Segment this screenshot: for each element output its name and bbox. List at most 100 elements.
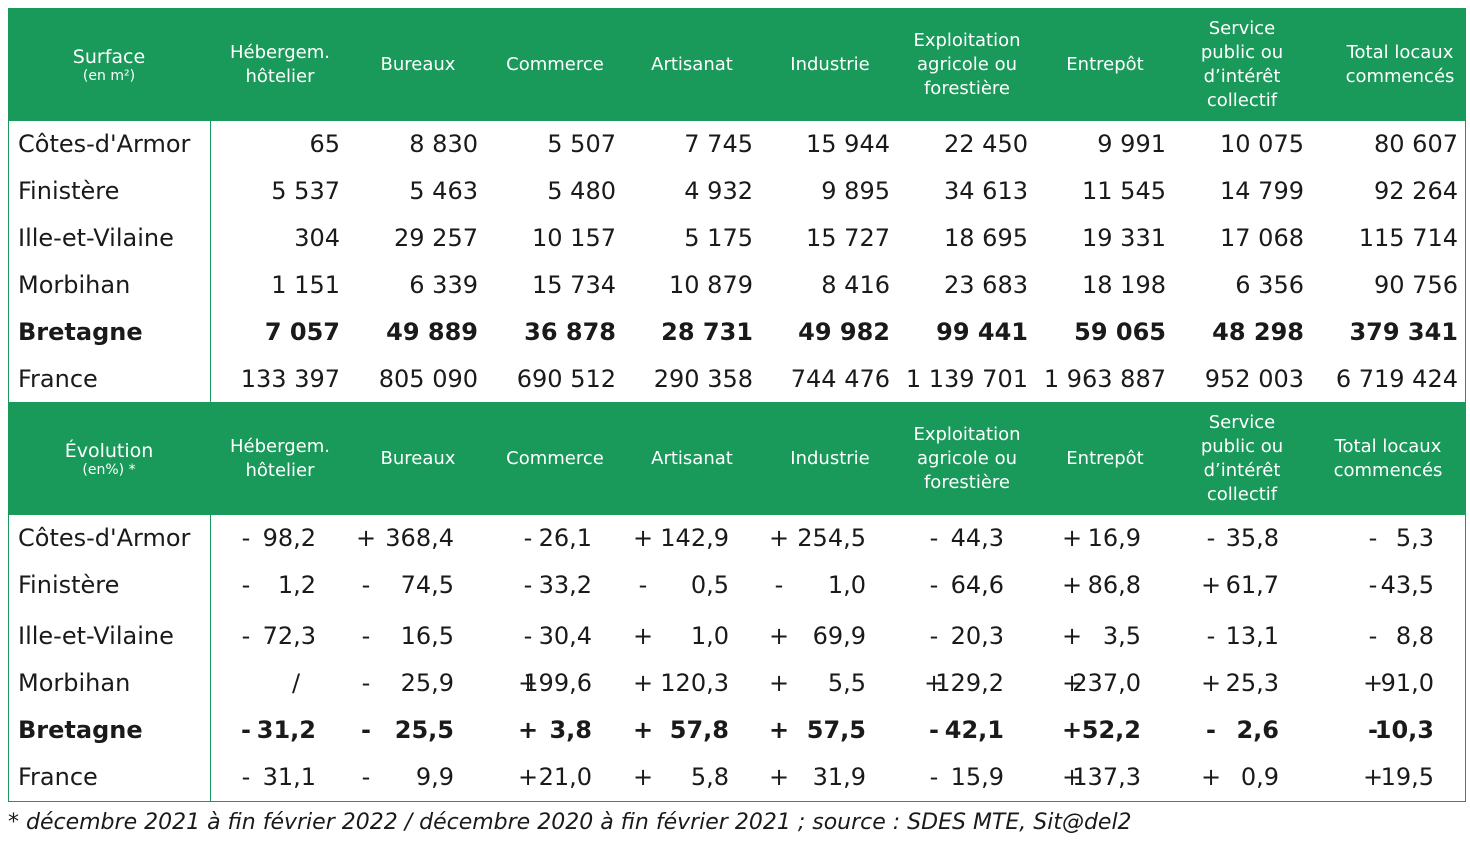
column-header-line: agricole ou — [917, 53, 1017, 75]
row-label: Morbihan — [18, 271, 131, 299]
table-cell: 0,9 — [1240, 763, 1279, 791]
sign-mark: + — [1363, 763, 1384, 791]
column-header: Exploitation agricole ou forestière — [897, 8, 1037, 121]
sign-mark: - — [929, 763, 939, 791]
table-cell: 3,8 — [549, 716, 592, 744]
table-cell: 254,5 — [797, 524, 866, 552]
sign-mark: - — [1206, 716, 1216, 744]
surface-header: Surface (en m²) Hébergem. hôtelier Bureaux Co… — [8, 8, 1466, 121]
table-cell: 44,3 — [950, 524, 1004, 552]
table-cell: 9,9 — [415, 763, 454, 791]
column-header-line: Industrie — [790, 53, 870, 75]
sign-mark: + — [633, 669, 654, 697]
sign-mark: - — [929, 716, 939, 744]
column-header-line: commencés — [1333, 459, 1443, 481]
table-cell: 5,3 — [1395, 524, 1434, 552]
table-cell: 13,1 — [1225, 622, 1279, 650]
table-cell: 15 944 — [806, 130, 890, 158]
sign-mark: + — [1062, 622, 1083, 650]
table-cell: 199,6 — [523, 669, 592, 697]
sign-mark: - — [1368, 524, 1378, 552]
surface-header-title: Surface (en m²) — [8, 8, 210, 121]
table-row: Bretagne 7 057 49 889 36 878 28 731 49 982 99 … — [8, 309, 1466, 356]
table-cell: 57,8 — [669, 716, 729, 744]
column-header: Total locaux commencés — [1330, 8, 1470, 121]
table-cell: 1 151 — [271, 271, 340, 299]
table-cell: 42,1 — [944, 716, 1004, 744]
table-cell: 137,3 — [1072, 763, 1141, 791]
column-header-line: d’intérêt — [1203, 459, 1281, 481]
table-cell: 4 932 — [684, 177, 753, 205]
column-header-line: Bureaux — [380, 447, 456, 469]
table-cell: 64,6 — [950, 571, 1004, 599]
table-row: Bretagne -31,2-25,5 +3,8 +57,8 +57,5-42,1 +52… — [8, 707, 1466, 754]
table-cell: 23 683 — [944, 271, 1028, 299]
table-cell: 8 830 — [409, 130, 478, 158]
table-cell: 8 416 — [821, 271, 890, 299]
sign-mark: + — [356, 524, 377, 552]
table-cell: 6 719 424 — [1335, 365, 1458, 393]
table-cell: 120,3 — [660, 669, 729, 697]
table-row: France -31,1-9,9 +21,0 +5,8 +31,9-15,9 +137,3… — [8, 754, 1466, 801]
column-header-line: agricole ou — [917, 447, 1017, 469]
table-cell: 91,0 — [1380, 669, 1434, 697]
sign-mark: - — [241, 571, 251, 599]
table-row: Ille-et-Vilaine 304 29 257 10 157 5 175 15 72… — [8, 215, 1466, 262]
column-header-line: forestière — [923, 77, 1010, 99]
sign-mark: - — [929, 524, 939, 552]
table-cell: 1,2 — [277, 571, 316, 599]
table-cell: 98,2 — [262, 524, 316, 552]
column-header-line: hôtelier — [245, 65, 315, 87]
table-cell: 5 507 — [547, 130, 616, 158]
column-header: Hébergem. hôtelier — [210, 8, 350, 121]
column-header-line: Hébergem. — [230, 41, 330, 63]
table-row: Morbihan 1 151 6 339 15 734 10 879 8 416 23 68… — [8, 262, 1466, 309]
column-header: Bureaux — [348, 8, 488, 121]
column-header-line: Total locaux — [1346, 41, 1454, 63]
surface-header-unit: (en m²) — [82, 67, 136, 84]
sign-mark: - — [361, 716, 371, 744]
sign-mark: - — [361, 763, 371, 791]
sign-mark: - — [523, 571, 533, 599]
table-cell: 6 356 — [1235, 271, 1304, 299]
column-header: Entrepôt — [1035, 402, 1175, 515]
column-header: Industrie — [760, 402, 900, 515]
sign-mark: + — [1062, 571, 1083, 599]
evolution-header: Évolution (en%) * Hébergem. hôtelier Bureaux… — [8, 402, 1466, 515]
row-label: Côtes-d'Armor — [18, 524, 191, 552]
table-cell: 19,5 — [1380, 763, 1434, 791]
table-cell: 379 341 — [1349, 318, 1458, 346]
table-cell: 690 512 — [516, 365, 616, 393]
table-cell: 21,0 — [538, 763, 592, 791]
table-cell: 304 — [294, 224, 340, 252]
table-cell: 86,8 — [1087, 571, 1141, 599]
row-label: France — [18, 763, 98, 791]
table-cell: 26,1 — [538, 524, 592, 552]
row-label: Finistère — [18, 571, 120, 599]
column-header: Commerce — [485, 8, 625, 121]
table-cell: 1 139 701 — [905, 365, 1028, 393]
table-cell: 48 298 — [1212, 318, 1304, 346]
table-cell: 34 613 — [944, 177, 1028, 205]
sign-mark: + — [1201, 571, 1222, 599]
sign-mark: - — [361, 571, 371, 599]
sign-mark: + — [1062, 669, 1083, 697]
table-row: Côtes-d'Armor -98,2 +368,4-26,1 +142,9 +254,… — [8, 515, 1466, 562]
column-header: Bureaux — [348, 402, 488, 515]
column-header-line: Hébergem. — [230, 435, 330, 457]
table-cell: 1,0 — [827, 571, 866, 599]
column-header: Artisanat — [622, 402, 762, 515]
column-divider — [210, 121, 211, 402]
column-header-line: Bureaux — [380, 53, 456, 75]
sign-mark: - — [361, 669, 371, 697]
table-cell: 31,1 — [262, 763, 316, 791]
table-cell: 142,9 — [660, 524, 729, 552]
column-header: Commerce — [485, 402, 625, 515]
table-cell: 18 695 — [944, 224, 1028, 252]
sign-mark: - — [1368, 716, 1378, 744]
table-cell: 0,5 — [690, 571, 729, 599]
table-cell: 5 463 — [409, 177, 478, 205]
table-cell: 65 — [309, 130, 340, 158]
table-cell: 74,5 — [400, 571, 454, 599]
column-header-line: Artisanat — [651, 53, 733, 75]
